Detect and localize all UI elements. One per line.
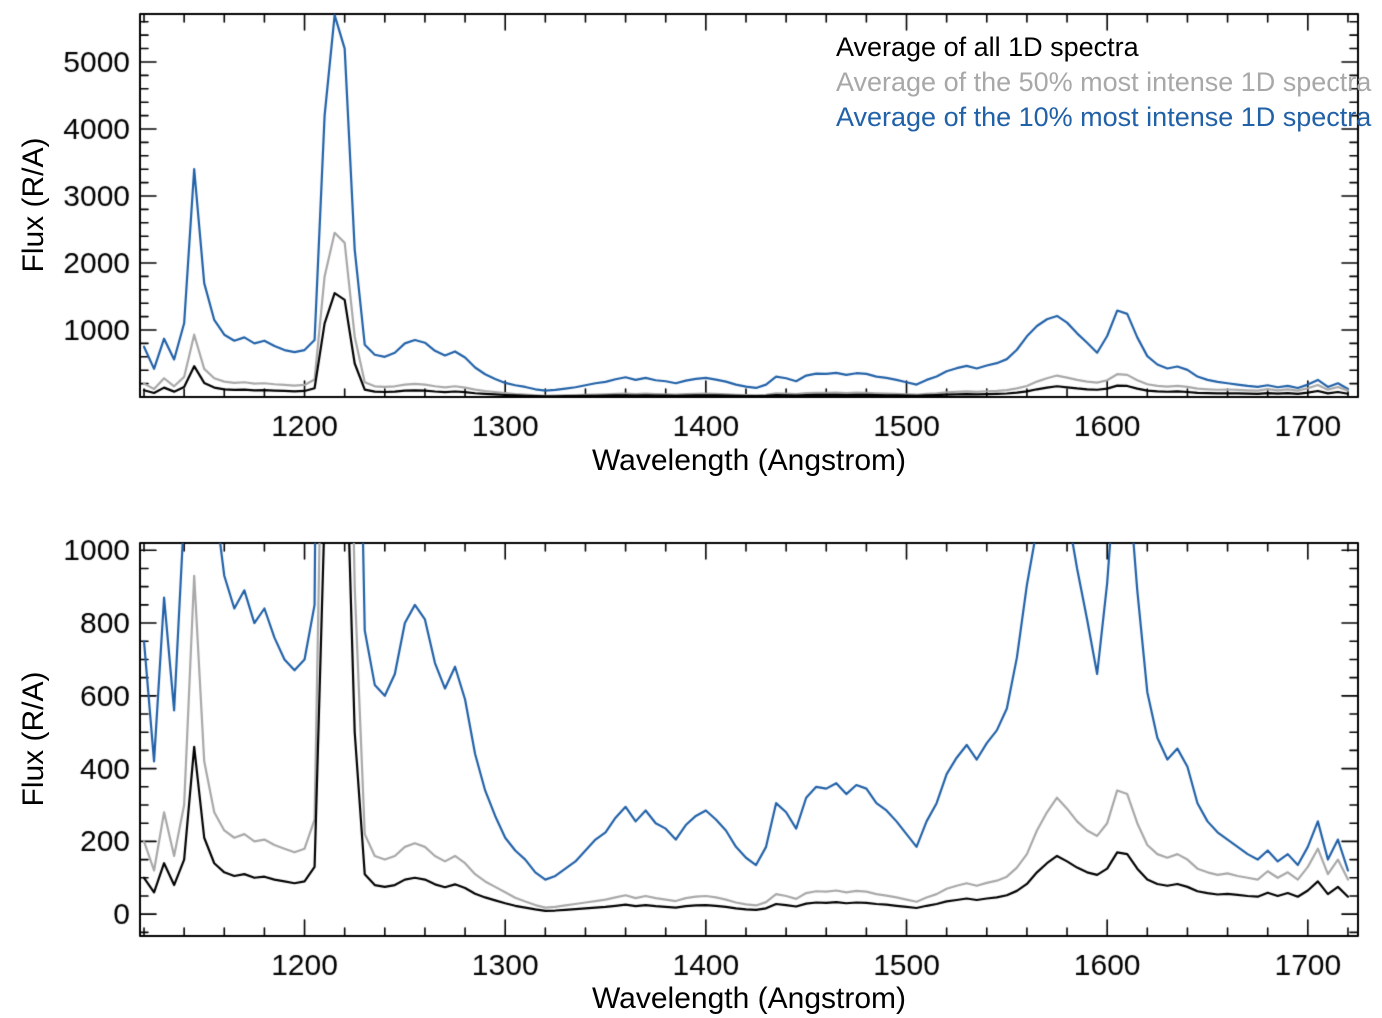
y-axis-label-top: Flux (R/A)	[17, 137, 50, 273]
legend-item: Average of the 10% most intense 1D spect…	[836, 102, 1372, 132]
legend: Average of all 1D spectra Average of the…	[836, 30, 1371, 135]
y-axis-label-bottom: Flux (R/A)	[17, 671, 50, 807]
x-axis-label-bottom: Wavelength (Angstrom)	[591, 982, 906, 1015]
legend-item: Average of the 50% most intense 1D spect…	[836, 67, 1372, 97]
x-axis-label-top: Wavelength (Angstrom)	[591, 444, 906, 477]
legend-item: Average of all 1D spectra	[836, 32, 1139, 62]
